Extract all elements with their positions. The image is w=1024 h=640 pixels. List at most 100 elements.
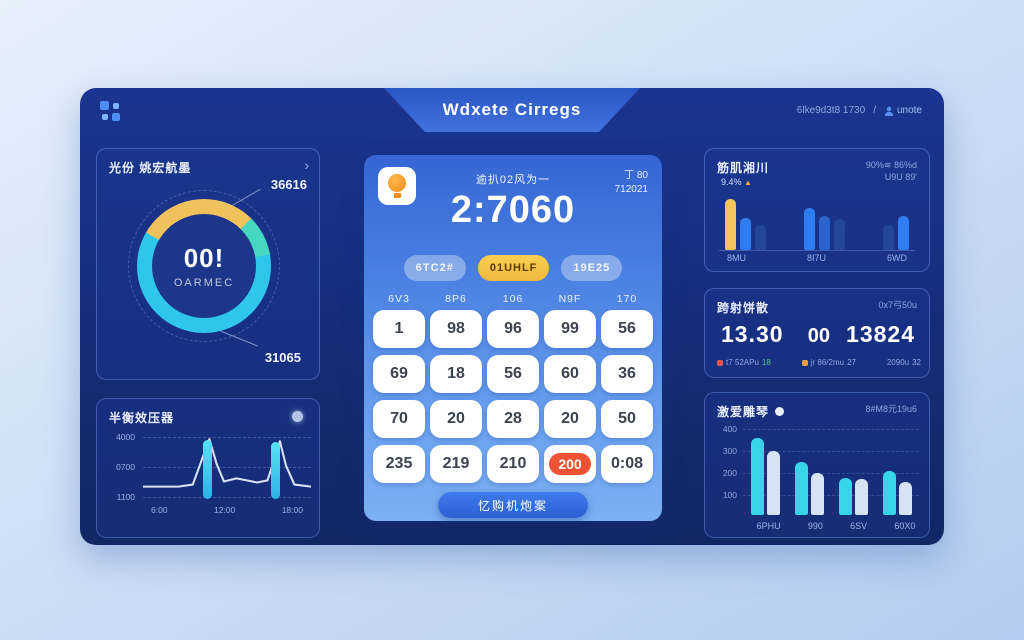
grid-cell[interactable]: 0:08 <box>601 445 653 483</box>
bar <box>794 461 808 515</box>
column-header: 106 <box>502 293 524 305</box>
legend-label: 2090u <box>886 358 910 367</box>
stats-bars-title: 筋肌湘川 <box>717 161 770 175</box>
grid-cell[interactable]: 69 <box>373 355 425 393</box>
action-button[interactable]: 忆购机炮案 <box>438 492 588 518</box>
bar <box>898 481 912 515</box>
bar <box>898 215 909 250</box>
moon-icon <box>292 411 303 422</box>
y-tick: 4000 <box>116 432 135 442</box>
chevron-right-icon[interactable]: › <box>304 157 309 173</box>
balloon-icon[interactable] <box>378 167 416 205</box>
header-separator: / <box>873 105 876 116</box>
center-card: 逾扒02风为一 2:7060 丁 80 712021 6TC2# 01UHLF … <box>364 155 662 521</box>
tab-pill-2-active[interactable]: 01UHLF <box>477 255 550 281</box>
grid-cell[interactable]: 18 <box>430 355 482 393</box>
panel-overview: 光份 姚宏航墨 › 00! OARMEC 36616 31065 <box>96 148 320 380</box>
header: Wdxete Cirregs 6lke9d3t8 1730 / unote <box>80 88 944 136</box>
delta-badge: 9.4% ▲ <box>721 177 752 187</box>
x-tick: 8MU <box>727 253 747 263</box>
grid-cell[interactable]: 60 <box>544 355 596 393</box>
legend-dot-icon <box>717 359 723 366</box>
bar <box>854 478 868 515</box>
bar-group <box>804 195 845 250</box>
grid-cell[interactable]: 210 <box>487 445 539 483</box>
grid-cell[interactable]: 20 <box>544 400 596 438</box>
grid-cell[interactable]: 20 <box>430 400 482 438</box>
metrics-corner: 0x7弓50u <box>878 300 917 310</box>
corner-line: 90%≋ 86%d <box>865 160 917 170</box>
paired-title-text: 激爱雕琴 <box>717 405 770 419</box>
y-tick: 1100 <box>116 492 135 502</box>
legend-item: jr 86/2mu 27 <box>801 358 856 367</box>
trend-chart: 4000 0700 1100 6:00 12:00 18:00 <box>105 432 313 515</box>
x-tick: 6:00 <box>151 505 168 515</box>
legend-item: t7 52APu 18 <box>717 358 771 367</box>
donut-annotation-top: 36616 <box>270 177 307 192</box>
grid-cell[interactable]: 98 <box>430 310 482 348</box>
grid-cell[interactable]: 235 <box>373 445 425 483</box>
card-meta-line1: 丁 80 <box>624 170 648 181</box>
legend-label: t7 52APu <box>726 358 759 367</box>
bar-x-labels: 8MU 8I7U 6WD <box>719 253 915 263</box>
x-tick: 990 <box>807 521 823 531</box>
panel-paired-bars: 激爱雕琴 8#M8元19u6 400 300 200 100 <box>704 392 930 538</box>
bar-group <box>883 195 909 250</box>
donut-annotation-bottom: 31065 <box>264 350 301 365</box>
grid-cell[interactable]: 96 <box>487 310 539 348</box>
grid-cell[interactable]: 56 <box>487 355 539 393</box>
bar-group <box>882 427 912 515</box>
pill-row: 6TC2# 01UHLF 19E25 <box>364 255 662 281</box>
y-tick: 400 <box>722 424 737 434</box>
tab-pill-1[interactable]: 6TC2# <box>403 255 466 281</box>
paired-title: 激爱雕琴 <box>717 403 785 420</box>
peak-bar <box>271 442 280 499</box>
y-tick: 300 <box>722 446 737 456</box>
donut-center: 00! OARMEC <box>152 214 256 318</box>
number-grid: 1 98 96 99 56 69 18 56 60 36 70 20 28 20… <box>373 310 653 483</box>
panel-stats-bars: 筋肌湘川 90%≋ 86%d U9U 89' 9.4% ▲ <box>704 148 930 272</box>
grid-cell[interactable]: 219 <box>430 445 482 483</box>
x-tick: 6PHU <box>756 521 781 531</box>
bar-group <box>750 427 780 515</box>
tab-pill-3[interactable]: 19E25 <box>561 255 623 281</box>
grid-cell[interactable]: 1 <box>373 310 425 348</box>
panel-metrics: 跨射饼散 0x7弓50u 13.30 00 13824 t7 52APu 18 … <box>704 288 930 378</box>
user-name: unote <box>896 105 922 116</box>
y-tick: 200 <box>722 468 737 478</box>
header-datetime: 6lke9d3t8 1730 <box>796 105 866 116</box>
peak-bar <box>203 440 212 499</box>
bar <box>838 478 852 515</box>
metrics-legend: t7 52APu 18 jr 86/2mu 27 2090u 32 <box>717 358 921 367</box>
legend-value: 27 <box>847 358 856 367</box>
card-subtitle: 逾扒02风为一 <box>475 174 551 186</box>
grid-cell-highlighted[interactable]: 200 <box>544 445 596 483</box>
bar <box>883 224 894 250</box>
gridline <box>143 437 311 438</box>
card-meta-line2: 712021 <box>614 184 648 195</box>
legend-value: 32 <box>912 358 921 367</box>
grid-cell[interactable]: 99 <box>544 310 596 348</box>
trend-line <box>141 438 313 488</box>
user-menu[interactable]: unote <box>884 105 922 116</box>
grid-cell[interactable]: 70 <box>373 400 425 438</box>
grid-cell[interactable]: 56 <box>601 310 653 348</box>
grid-cell[interactable]: 28 <box>487 400 539 438</box>
legend-item: 2090u 32 <box>887 358 921 367</box>
bar-group <box>794 427 824 515</box>
user-icon <box>884 106 894 116</box>
arrow-up-icon: ▲ <box>744 178 752 187</box>
grid-cell[interactable]: 50 <box>601 400 653 438</box>
trend-x-axis: 6:00 12:00 18:00 <box>143 505 311 515</box>
x-tick: 60X0 <box>894 521 916 531</box>
grid-cell[interactable]: 36 <box>601 355 653 393</box>
bar <box>834 219 845 250</box>
header-banner: Wdxete Cirregs <box>384 88 640 132</box>
donut-center-value: 00! <box>183 243 225 273</box>
gridline <box>743 429 919 430</box>
column-header: 6V3 <box>388 293 410 305</box>
bar <box>755 224 766 250</box>
app-logo-icon[interactable] <box>100 101 122 123</box>
bar <box>810 472 824 515</box>
stats-bars-corner: 90%≋ 86%d U9U 89' <box>866 159 917 183</box>
